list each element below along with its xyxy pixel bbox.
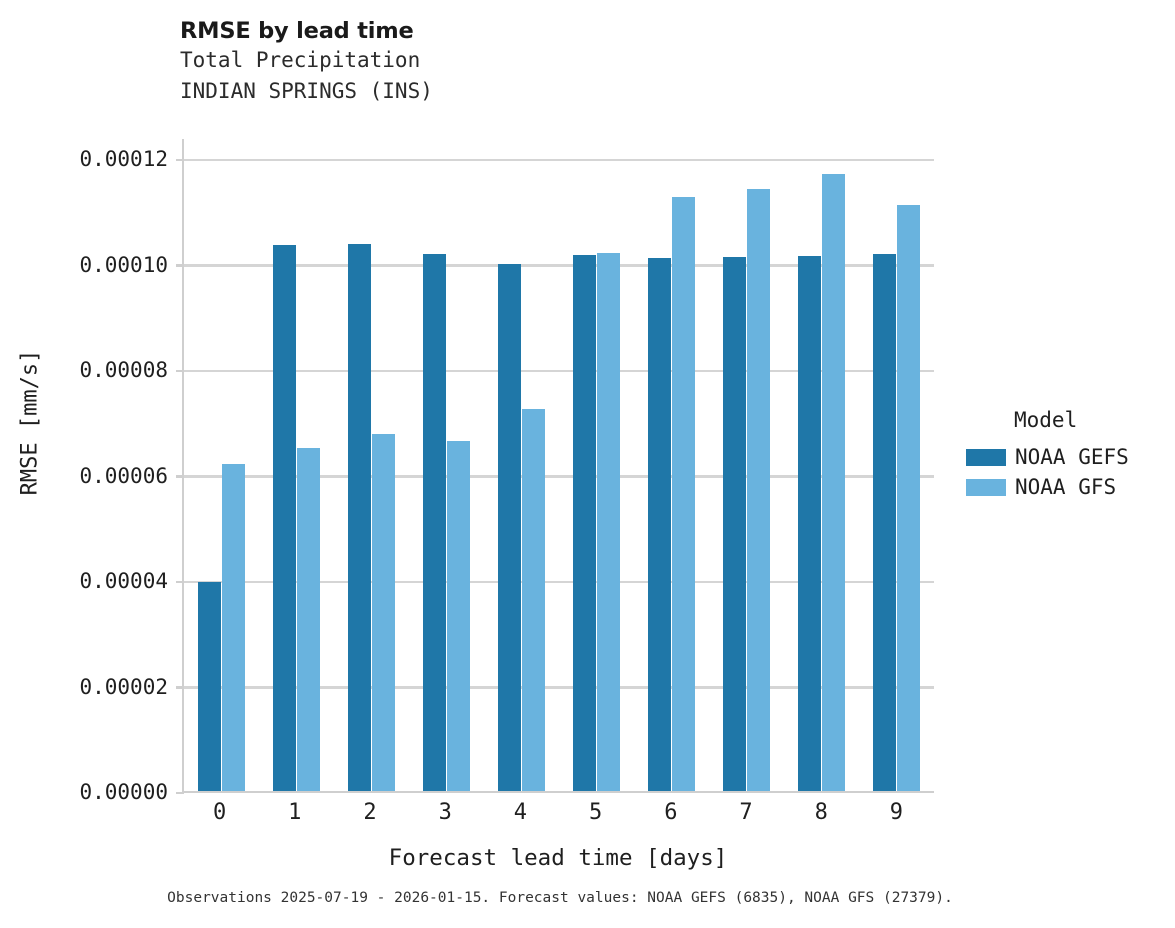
bar-group [634, 139, 709, 791]
y-axis-tick-labels: 0.00000 0.00002 0.00004 0.00006 0.00008 0.000… [0, 139, 1175, 803]
bars-layer [184, 139, 934, 791]
x-axis-tick-label: 5 [588, 800, 603, 825]
bar-group [409, 139, 484, 791]
bar-group [259, 139, 334, 791]
bar[interactable] [672, 196, 696, 791]
y-axis-tick-label: 0.00004 [79, 569, 168, 594]
x-axis-tick-labels: 0 1 2 3 4 5 6 7 8 9 [182, 800, 934, 825]
x-axis-tick-label: 2 [363, 800, 377, 825]
legend-item[interactable]: NOAA GEFS [966, 442, 1175, 472]
y-axis-tick-label: 0.00012 [79, 147, 168, 172]
bar-group [559, 139, 634, 791]
x-axis-tick-label: 1 [288, 800, 302, 825]
bar[interactable] [572, 254, 596, 791]
legend-swatch [966, 448, 1006, 466]
bar[interactable] [822, 174, 846, 791]
x-axis-tick-label: 4 [513, 800, 528, 825]
bar-group [184, 139, 259, 791]
legend-item[interactable]: NOAA GFS [966, 472, 1175, 502]
bar-group [334, 139, 409, 791]
y-axis-tick-label: 0.00002 [79, 674, 168, 699]
footnote: Observations 2025-07-19 - 2026-01-15. Fo… [167, 890, 953, 906]
bar[interactable] [897, 204, 921, 791]
bar-group [859, 139, 934, 791]
legend-label: NOAA GFS [1015, 475, 1117, 499]
y-axis-tick-label: 0.00006 [79, 463, 168, 488]
bar[interactable] [647, 258, 671, 791]
bar[interactable] [747, 189, 771, 791]
bar[interactable] [272, 244, 296, 791]
y-axis-tick-label: 0.00010 [79, 252, 168, 277]
y-axis-tick-label: 0.00000 [79, 780, 168, 804]
bar[interactable] [222, 464, 246, 791]
bar[interactable] [722, 256, 746, 791]
x-axis-tick-label: 8 [814, 800, 828, 825]
legend-label: NOAA GEFS [1015, 445, 1129, 469]
x-axis-title: Forecast lead time [days] [388, 845, 728, 871]
legend: Model NOAA GEFS NOAA GFS [966, 408, 1175, 502]
bar[interactable] [297, 448, 321, 791]
plot-area [176, 139, 934, 795]
bar-group [484, 139, 559, 791]
bar[interactable] [497, 263, 521, 791]
legend-items: NOAA GEFS NOAA GFS [966, 442, 1175, 502]
x-axis-tick-label: 0 [212, 800, 227, 825]
x-axis-tick-label: 6 [664, 800, 678, 825]
legend-title: Model [1014, 408, 1078, 432]
bar[interactable] [797, 255, 821, 791]
bar[interactable] [447, 441, 471, 791]
bar[interactable] [597, 252, 621, 791]
bar[interactable] [347, 244, 371, 791]
chart-subtitle-variable: Total Precipitation [180, 48, 421, 72]
bar[interactable] [372, 434, 396, 791]
bar-group [709, 139, 784, 791]
x-axis-tick-label: 7 [739, 800, 753, 825]
chart-header: RMSE by lead time Total Precipitation IN… [180, 17, 880, 107]
y-axis-tick-label: 0.00008 [79, 358, 168, 383]
x-axis-tick-label: 3 [438, 800, 452, 825]
bar-group [784, 139, 859, 791]
bar[interactable] [197, 581, 221, 791]
chart-subtitle-station: INDIAN SPRINGS (INS) [180, 79, 433, 103]
x-axis-tick-label: 9 [889, 800, 904, 825]
bar[interactable] [522, 409, 546, 791]
legend-swatch [966, 478, 1006, 496]
chart-title: RMSE by lead time [180, 18, 414, 44]
bar[interactable] [872, 253, 896, 791]
bar[interactable] [422, 253, 446, 791]
